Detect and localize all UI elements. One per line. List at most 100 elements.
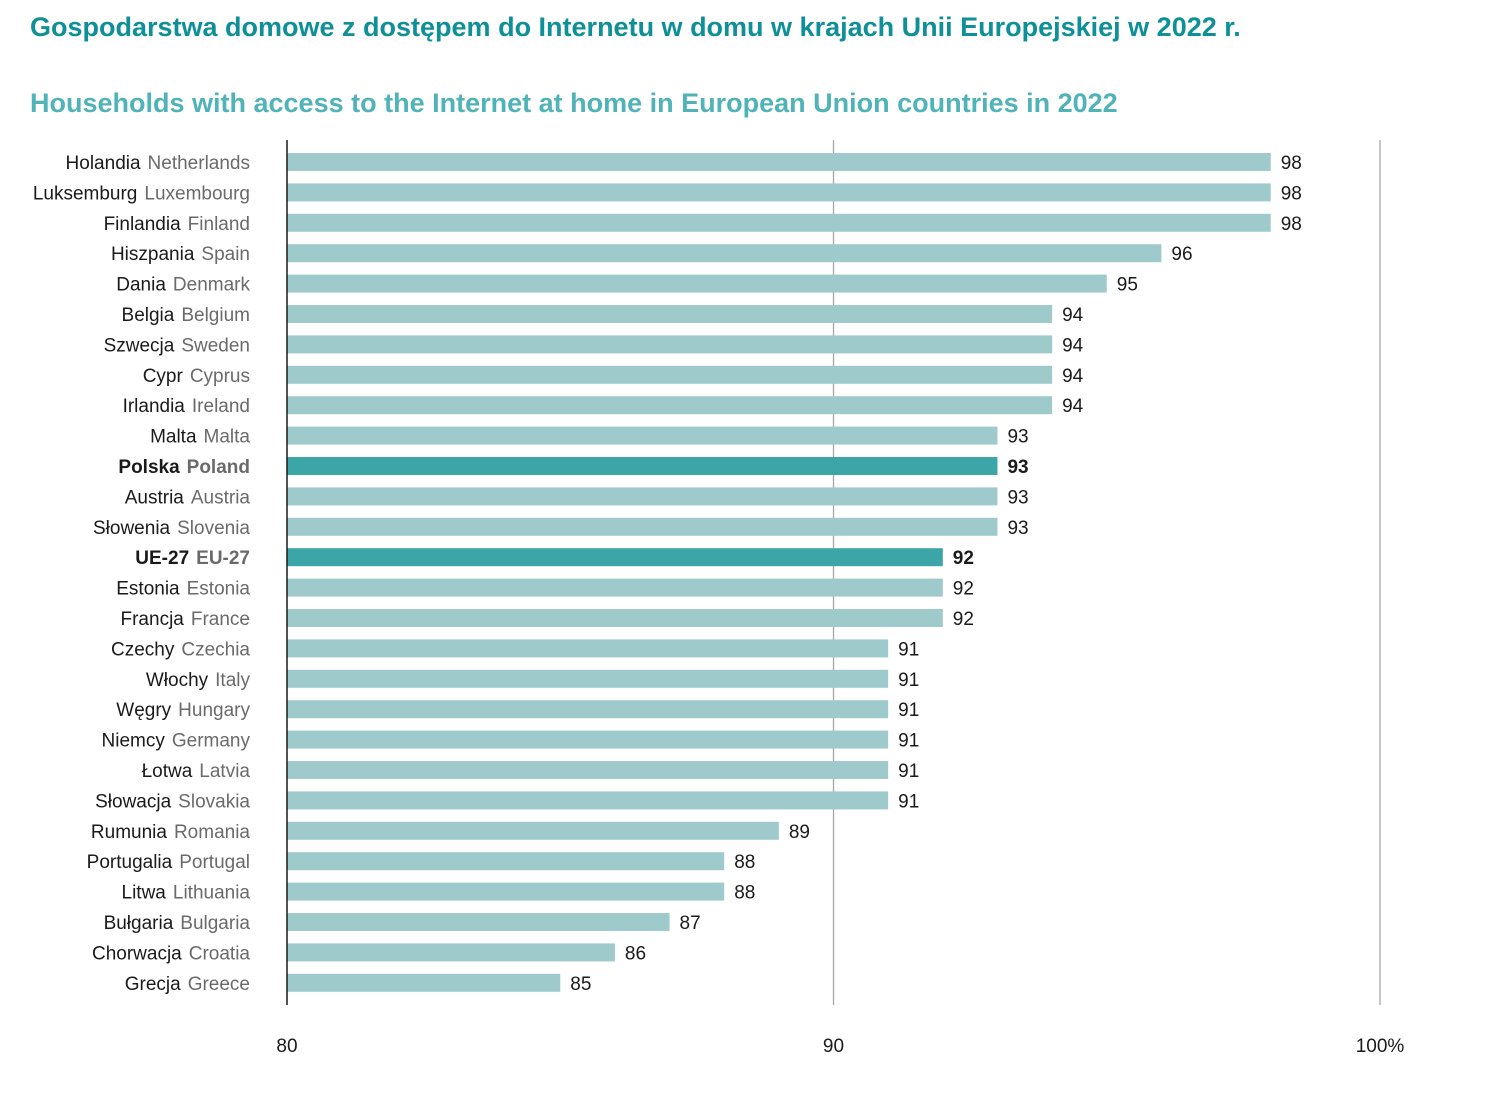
bar: [287, 305, 1053, 323]
value-label: 92: [953, 609, 974, 630]
value-label: 91: [898, 731, 919, 752]
category-label-pl: Włochy: [146, 670, 209, 691]
x-tick-label: 80: [276, 1036, 297, 1057]
category-label-pl: Polska: [118, 457, 180, 478]
category-label: Czechy Czechia: [111, 639, 250, 660]
category-label-en: Lithuania: [173, 883, 251, 904]
category-label-pl: Łotwa: [142, 761, 193, 782]
value-label: 93: [1007, 457, 1028, 478]
category-label: Irlandia Ireland: [123, 396, 250, 417]
bar: [287, 943, 615, 962]
category-label-en: Italy: [215, 670, 250, 691]
category-label: Polska Poland: [118, 457, 250, 478]
value-label: 93: [1007, 427, 1028, 448]
bar: [287, 578, 943, 597]
category-label-en: EU-27: [196, 548, 250, 569]
category-label-pl: Czechy: [111, 639, 175, 660]
value-label: 91: [898, 700, 919, 721]
category-label-en: Netherlands: [148, 153, 250, 174]
value-label: 96: [1171, 244, 1192, 265]
category-label-pl: Malta: [150, 427, 197, 448]
chart-subtitle: Households with access to the Internet a…: [30, 88, 1118, 118]
category-label-pl: Węgry: [116, 700, 171, 721]
category-label-en: Slovakia: [178, 791, 250, 812]
value-label: 98: [1281, 183, 1302, 204]
category-label-en: Denmark: [173, 275, 251, 296]
bar: [287, 639, 889, 658]
category-label-pl: Belgia: [122, 305, 175, 326]
value-label: 89: [789, 822, 810, 843]
value-label: 91: [898, 639, 919, 660]
chart-title: Gospodarstwa domowe z dostępem do Intern…: [30, 12, 1241, 42]
category-label: Słowenia Slovenia: [93, 518, 250, 539]
category-label-pl: Niemcy: [102, 731, 166, 752]
bar: [287, 213, 1271, 232]
bar: [287, 487, 998, 506]
category-label: Estonia Estonia: [116, 579, 250, 600]
category-label-pl: Austria: [125, 487, 185, 508]
category-label-en: Romania: [174, 822, 250, 843]
x-tick-label: 100%: [1356, 1036, 1405, 1057]
category-label: Hiszpania Spain: [111, 244, 250, 265]
bar: [287, 913, 670, 931]
category-label-pl: Bułgaria: [104, 913, 174, 934]
category-label-pl: Litwa: [122, 883, 167, 904]
category-label-en: Cyprus: [190, 366, 250, 387]
bar: [287, 669, 889, 688]
bar: [287, 183, 1271, 202]
category-label: Cypr Cyprus: [143, 366, 250, 387]
category-label-en: Poland: [187, 457, 250, 478]
bar: [287, 730, 889, 749]
category-label: Francja France: [121, 609, 251, 630]
category-label-en: Austria: [191, 487, 251, 508]
bar: [287, 791, 889, 810]
value-label: 94: [1062, 366, 1084, 387]
value-label: 93: [1007, 518, 1028, 539]
category-label-pl: Irlandia: [123, 396, 186, 417]
category-label: UE-27 EU-27: [135, 548, 250, 569]
category-label-pl: Dania: [116, 275, 166, 296]
bar: [287, 609, 943, 627]
category-label: Luksemburg Luxembourg: [33, 183, 250, 204]
category-label: Szwecja Sweden: [104, 335, 250, 356]
category-label-pl: Hiszpania: [111, 244, 195, 265]
category-label: Łotwa Latvia: [142, 761, 251, 782]
value-label: 87: [680, 913, 701, 934]
bar: [287, 517, 998, 536]
bar: [287, 244, 1162, 263]
bar: [287, 973, 561, 992]
bar: [287, 426, 998, 445]
value-label: 88: [734, 852, 755, 873]
category-label: Austria Austria: [125, 487, 251, 508]
category-label: Rumunia Romania: [91, 822, 251, 843]
value-label: 91: [898, 670, 919, 691]
category-label-en: Belgium: [181, 305, 250, 326]
category-label: Finlandia Finland: [104, 214, 250, 235]
category-label-pl: Słowacja: [95, 791, 171, 812]
bar: [287, 761, 889, 779]
category-label: Bułgaria Bulgaria: [104, 913, 251, 934]
value-label: 95: [1117, 275, 1138, 296]
category-label: Słowacja Slovakia: [95, 791, 250, 812]
category-label: Malta Malta: [150, 427, 250, 448]
category-label: Belgia Belgium: [122, 305, 250, 326]
category-label: Litwa Lithuania: [122, 883, 251, 904]
category-label-en: Bulgaria: [180, 913, 250, 934]
value-label: 98: [1281, 214, 1302, 235]
category-label-en: Portugal: [179, 852, 250, 873]
category-label-pl: UE-27: [135, 548, 189, 569]
category-label-pl: Luksemburg: [33, 183, 138, 204]
category-label-pl: Chorwacja: [92, 943, 182, 964]
category-label: Portugalia Portugal: [87, 852, 250, 873]
category-label-pl: Estonia: [116, 579, 180, 600]
category-label-en: Greece: [188, 974, 250, 995]
category-label-en: Finland: [188, 214, 250, 235]
category-label-en: Luxembourg: [144, 183, 250, 204]
category-label: Grecja Greece: [125, 974, 250, 995]
category-label-pl: Cypr: [143, 366, 184, 387]
value-label: 91: [898, 761, 919, 782]
value-label: 85: [570, 974, 591, 995]
category-label-en: Germany: [172, 731, 251, 752]
bar: [287, 335, 1053, 354]
value-label: 93: [1007, 487, 1028, 508]
